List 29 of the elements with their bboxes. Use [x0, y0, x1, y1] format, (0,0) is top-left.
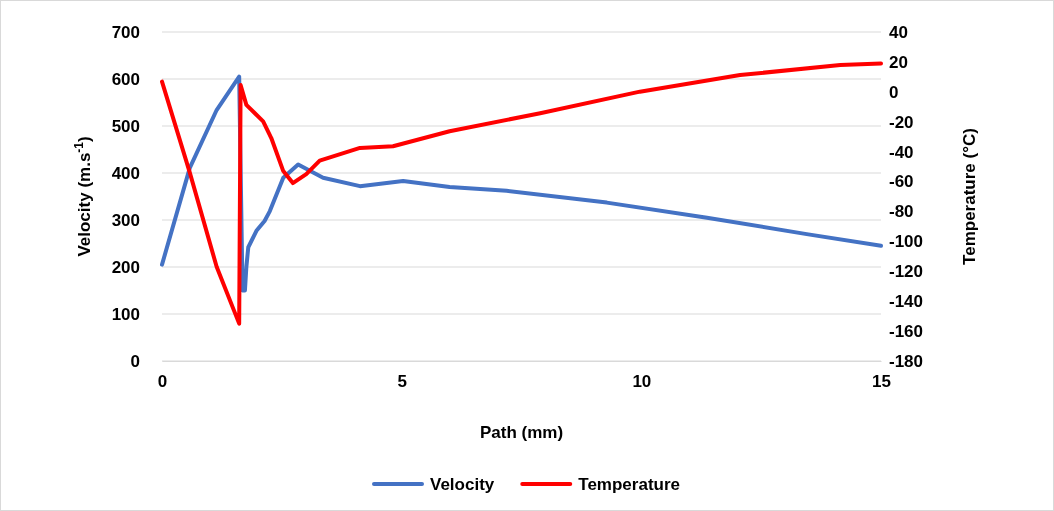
x-tick-label: 15	[872, 372, 891, 392]
y2-tick-label: -20	[889, 112, 914, 132]
legend-label: Temperature	[578, 475, 680, 494]
y2-tick-label: 0	[889, 82, 899, 102]
line-series	[160, 61, 883, 326]
y-tick-label: 300	[111, 210, 140, 230]
y-tick-label: 400	[111, 163, 140, 183]
y2-tick-label: -60	[889, 172, 914, 192]
x-tick-label: 10	[632, 372, 652, 392]
legend-label: Velocity	[430, 475, 495, 494]
y-tick-label: 600	[111, 69, 140, 89]
y2-tick-label: 40	[889, 22, 908, 42]
y-tick-label: 0	[130, 351, 140, 371]
x-tick-label: 0	[157, 372, 168, 392]
y-tick-label: 200	[111, 257, 140, 277]
x-axis-title: Path (mm)	[479, 423, 564, 442]
y2-tick-label: 20	[889, 52, 908, 72]
y2-tick-label: -80	[889, 202, 914, 222]
y2-tick-label: -180	[889, 351, 924, 371]
y-tick-label: 100	[111, 304, 140, 324]
y2-axis-title: Temperature (°C)	[960, 128, 979, 265]
y-tick-label: 500	[111, 116, 140, 136]
y-tick-label: 700	[111, 22, 140, 42]
y2-tick-label: -100	[889, 232, 924, 252]
y2-tick-label: -120	[889, 262, 924, 282]
y2-tick-label: -160	[889, 322, 924, 342]
y2-tick-label: -140	[889, 292, 924, 312]
x-tick-label: 5	[397, 372, 407, 392]
y2-tick-label: -40	[889, 142, 914, 162]
